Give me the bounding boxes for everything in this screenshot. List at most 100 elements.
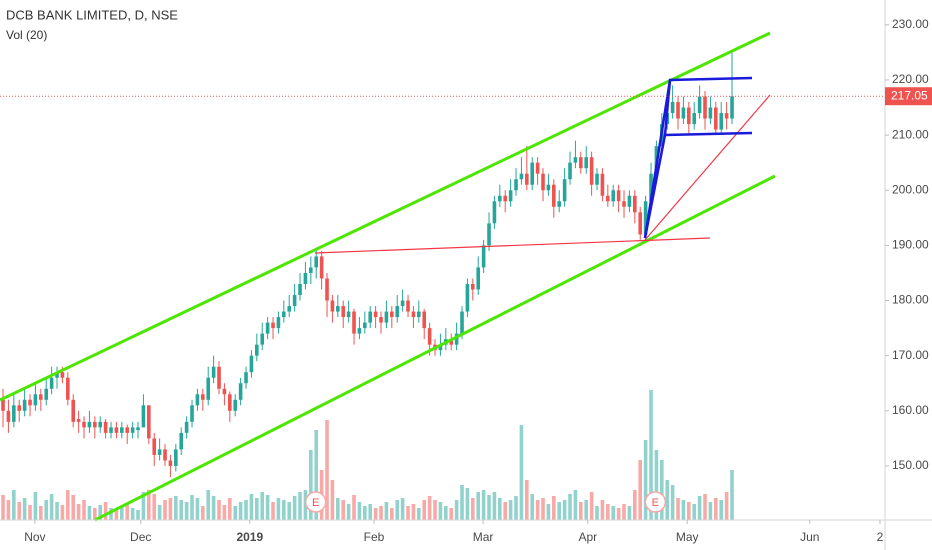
candle-body xyxy=(93,421,97,428)
volume-bar xyxy=(525,480,529,520)
volume-bar xyxy=(357,502,362,520)
volume-bar xyxy=(454,500,459,520)
candle-body xyxy=(1,399,5,411)
candle-body xyxy=(627,195,632,207)
candle-body xyxy=(514,179,518,191)
candle-body xyxy=(168,460,173,466)
y-tick-label: 190.00 xyxy=(892,238,929,252)
candle-body xyxy=(184,421,189,433)
volume-bar xyxy=(125,504,130,520)
volume-bar xyxy=(130,508,135,520)
candle-body xyxy=(422,311,427,329)
volume-bar xyxy=(17,502,22,520)
volume-bar xyxy=(6,500,11,520)
candle-body xyxy=(49,377,54,389)
candle-body xyxy=(611,190,616,202)
candle-body xyxy=(136,427,140,431)
candle-body xyxy=(557,201,562,207)
volume-bar xyxy=(724,492,729,520)
trend-line xyxy=(314,237,711,254)
candle-body xyxy=(600,173,605,196)
candle-body xyxy=(195,394,200,406)
volume-bar xyxy=(336,498,340,520)
volume-bar xyxy=(103,502,108,520)
candle-body xyxy=(292,295,297,307)
candle-body xyxy=(282,311,286,318)
candle-body xyxy=(336,306,340,312)
volume-bar xyxy=(271,502,275,520)
volume-bar xyxy=(136,510,140,520)
candle-body xyxy=(471,283,475,290)
y-tick-label: 160.00 xyxy=(892,403,929,417)
candle-body xyxy=(379,317,383,323)
volume-bar xyxy=(195,498,200,520)
volume-bar xyxy=(33,492,38,520)
volume-bar xyxy=(476,492,481,520)
volume-bar xyxy=(66,490,70,520)
volume-bar xyxy=(552,496,556,520)
candle-body xyxy=(492,201,497,224)
volume-bar xyxy=(373,508,378,520)
candle-body xyxy=(724,113,729,119)
candle-body xyxy=(103,421,108,433)
volume-bar xyxy=(60,505,65,520)
volume-bar xyxy=(503,502,508,520)
volume-bar xyxy=(562,500,567,520)
candle-body xyxy=(395,306,400,318)
candle-body xyxy=(260,333,265,345)
volume-bar xyxy=(314,430,319,520)
candle-body xyxy=(519,173,524,180)
volume-bar xyxy=(265,495,270,520)
volume-bar xyxy=(206,490,211,520)
candle-body xyxy=(714,107,718,130)
candle-body xyxy=(373,311,378,318)
candle-body xyxy=(71,399,76,422)
volume-bar xyxy=(481,490,486,520)
candle-body xyxy=(579,157,583,169)
candle-body xyxy=(562,179,567,202)
earnings-label: E xyxy=(652,497,659,509)
candle-body xyxy=(487,223,491,246)
candle-body xyxy=(676,102,680,119)
candle-body xyxy=(66,377,70,400)
candle-body xyxy=(82,421,86,428)
candle-body xyxy=(287,306,292,312)
flag-side xyxy=(663,79,672,136)
volume-bar xyxy=(39,506,43,520)
volume-bar xyxy=(714,498,718,520)
volume-bar xyxy=(444,506,448,520)
volume-bar xyxy=(611,506,616,520)
candle-body xyxy=(454,333,459,345)
y-tick-label: 230.00 xyxy=(892,17,929,31)
volume-bar xyxy=(687,502,691,520)
volume-bar xyxy=(606,504,610,520)
candle-body xyxy=(163,449,167,461)
last-price-box xyxy=(885,87,932,106)
volume-bar xyxy=(141,492,146,520)
candle-body xyxy=(60,372,65,378)
candle-body xyxy=(427,328,432,345)
volume-bar xyxy=(535,500,540,520)
candle-body xyxy=(120,427,124,433)
drawings xyxy=(0,31,776,522)
volume-bar xyxy=(255,498,259,520)
candle-body xyxy=(573,157,578,163)
candle-body xyxy=(222,388,227,395)
volume-bar xyxy=(217,500,221,520)
volume-bar xyxy=(681,500,686,520)
volume-bar xyxy=(595,506,599,520)
chart-title: DCB BANK LIMITED, D, NSE xyxy=(6,7,178,22)
volume-bar xyxy=(433,500,437,520)
candle-body xyxy=(606,195,610,202)
candle-body xyxy=(719,113,724,130)
volume-bar xyxy=(665,480,670,520)
volume-bar xyxy=(411,504,416,520)
candle-body xyxy=(249,355,254,373)
candle-body xyxy=(638,212,643,235)
earnings-marker xyxy=(304,491,327,513)
volume-bar xyxy=(325,420,329,520)
volume-bar xyxy=(546,504,551,520)
candle-body xyxy=(33,394,38,406)
volume-bar xyxy=(514,496,518,520)
volume-bar xyxy=(508,500,513,520)
